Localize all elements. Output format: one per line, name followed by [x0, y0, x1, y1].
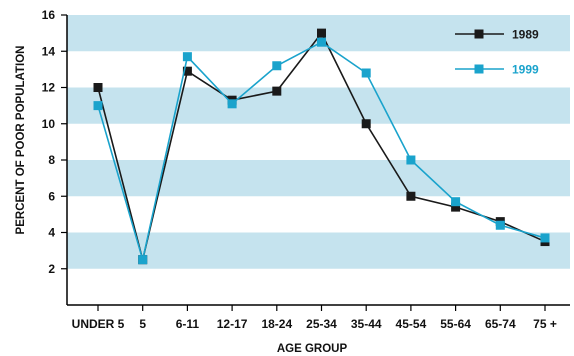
- data-point-1989: [451, 202, 461, 212]
- series-1989: [93, 28, 550, 265]
- series-group: [93, 28, 550, 265]
- y-axis-title: PERCENT OF POOR POPULATION: [15, 46, 27, 235]
- legend-label: 1999: [512, 63, 539, 77]
- x-tick-label: 6-11: [176, 317, 200, 331]
- x-tick-label: 18-24: [261, 317, 292, 331]
- background-bands: [67, 15, 570, 269]
- background-band: [67, 160, 570, 197]
- legend-item-1999: 1999: [455, 63, 539, 77]
- data-point-1999: [451, 197, 461, 207]
- data-point-1999: [406, 155, 416, 165]
- data-point-1989: [317, 28, 326, 38]
- data-point-1989: [182, 66, 192, 76]
- background-band: [67, 232, 570, 269]
- data-point-1999: [495, 220, 505, 230]
- series-1999: [93, 37, 550, 265]
- y-tick-label: 2: [48, 262, 55, 276]
- legend-item-1989: 1989: [455, 28, 539, 42]
- legend-marker: [474, 64, 484, 74]
- data-point-1999: [272, 61, 282, 71]
- x-tick-label: 12-17: [217, 317, 248, 331]
- y-axis-ticks: 2 4 6 8 10 12 14 16: [42, 8, 67, 276]
- x-axis-ticks: UNDER 5 5 6-11 12-17 18-24 25-34 35-44 45-54 55-…: [72, 305, 557, 331]
- series-line-1999: [97, 41, 546, 260]
- data-point-1999: [540, 233, 550, 243]
- data-point-1999: [93, 101, 103, 111]
- x-tick-label: 55-64: [440, 317, 471, 331]
- data-point-1999: [182, 52, 192, 62]
- y-tick-label: 14: [42, 44, 56, 58]
- y-tick-label: 6: [48, 189, 55, 203]
- data-point-1989: [93, 83, 103, 92]
- data-point-1999: [317, 37, 326, 47]
- legend-marker: [474, 29, 484, 39]
- data-point-1989: [361, 119, 371, 129]
- x-tick-label: 65-74: [485, 317, 516, 331]
- y-tick-label: 4: [48, 226, 55, 240]
- legend-label: 1989: [512, 28, 539, 42]
- x-tick-label: 5: [139, 317, 146, 331]
- x-tick-label: 25-34: [306, 317, 337, 331]
- data-point-1999: [227, 99, 237, 109]
- y-tick-label: 10: [42, 117, 56, 131]
- y-tick-label: 16: [42, 8, 56, 22]
- data-point-1989: [406, 191, 416, 201]
- y-tick-label: 12: [42, 81, 56, 95]
- data-point-1999: [361, 68, 371, 78]
- data-point-1999: [138, 255, 148, 265]
- x-tick-label: 75 +: [533, 317, 557, 331]
- x-tick-label: 35-44: [351, 317, 382, 331]
- data-point-1989: [272, 86, 282, 96]
- legend: 1989 1999: [455, 28, 539, 77]
- x-tick-label: UNDER 5: [72, 317, 125, 331]
- x-tick-label: 45-54: [396, 317, 427, 331]
- x-axis-title: AGE GROUP: [277, 343, 348, 355]
- background-band: [67, 87, 570, 124]
- y-tick-label: 8: [48, 153, 55, 167]
